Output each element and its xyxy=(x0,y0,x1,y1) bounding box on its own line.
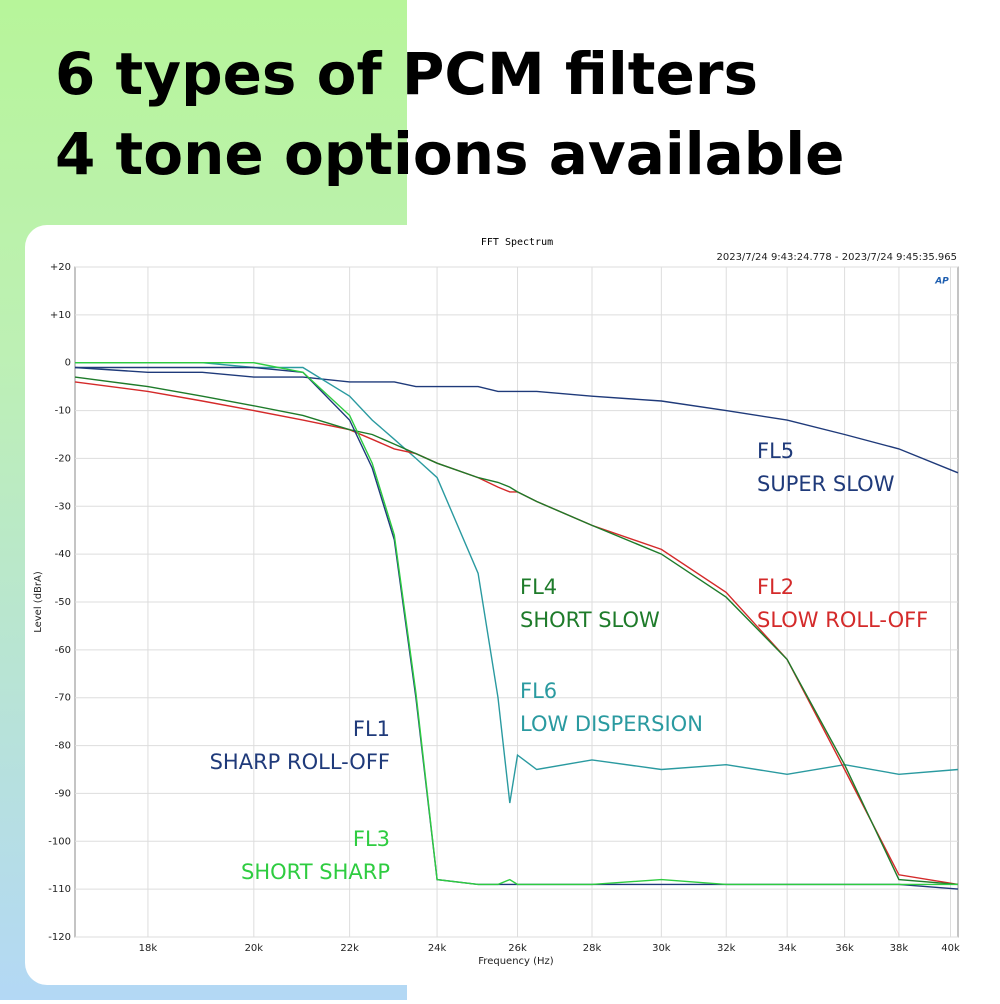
y-tick-label: +20 xyxy=(50,262,71,273)
series-line xyxy=(74,376,959,886)
x-tick-label: 24k xyxy=(428,943,447,954)
x-tick-label: 28k xyxy=(583,943,602,954)
x-tick-label: 30k xyxy=(652,943,671,954)
x-tick-label: 36k xyxy=(835,943,854,954)
legend-label: FL6 xyxy=(520,679,557,703)
x-tick-label: 34k xyxy=(778,943,797,954)
x-tick-label: 38k xyxy=(890,943,909,954)
legend-label: LOW DISPERSION xyxy=(520,712,703,736)
y-tick-label: -120 xyxy=(48,932,71,943)
y-tick-label: -70 xyxy=(55,693,71,704)
date-range: 2023/7/24 9:43:24.778 - 2023/7/24 9:45:3… xyxy=(716,252,957,263)
legend-label: FL5 xyxy=(757,439,794,463)
card xyxy=(25,225,1000,985)
x-tick-label: 18k xyxy=(139,943,158,954)
y-tick-label: -50 xyxy=(55,597,71,608)
series-line xyxy=(74,366,959,474)
legend-label: SHORT SHARP xyxy=(241,860,390,884)
logo: AP xyxy=(934,277,949,287)
legend-label: SHORT SLOW xyxy=(520,608,660,632)
x-tick-label: 40k xyxy=(941,943,960,954)
x-tick-label: 26k xyxy=(508,943,527,954)
legend-label: SUPER SLOW xyxy=(757,472,895,496)
legend-label: SHARP ROLL-OFF xyxy=(210,750,390,774)
legend-label: FL4 xyxy=(520,575,557,599)
y-tick-label: -90 xyxy=(55,788,71,799)
legend-label: FL2 xyxy=(757,575,794,599)
legend-label: SLOW ROLL-OFF xyxy=(757,608,928,632)
x-tick-label: 32k xyxy=(717,943,736,954)
chart-title: FFT Spectrum xyxy=(481,237,553,248)
headline: 4 tone options available xyxy=(55,120,845,188)
legend-label: FL3 xyxy=(353,827,390,851)
y-tick-label: -30 xyxy=(55,501,71,512)
y-tick-label: -60 xyxy=(55,645,71,656)
y-tick-label: -20 xyxy=(55,453,71,464)
series-line xyxy=(74,381,959,886)
x-axis-label: Frequency (Hz) xyxy=(478,956,554,967)
y-tick-label: +10 xyxy=(50,310,71,321)
y-tick-label: -110 xyxy=(48,884,71,895)
series-line xyxy=(75,362,958,886)
legend-label: FL1 xyxy=(353,717,390,741)
y-tick-label: 0 xyxy=(65,358,71,369)
y-tick-label: -80 xyxy=(55,741,71,752)
y-axis-label: Level (dBrA) xyxy=(33,571,44,633)
y-tick-label: -100 xyxy=(48,836,71,847)
headline: 6 types of PCM filters xyxy=(55,40,758,108)
x-tick-label: 20k xyxy=(245,943,264,954)
y-tick-label: -10 xyxy=(55,406,71,417)
y-tick-label: -40 xyxy=(55,549,71,560)
x-tick-label: 22k xyxy=(340,943,359,954)
